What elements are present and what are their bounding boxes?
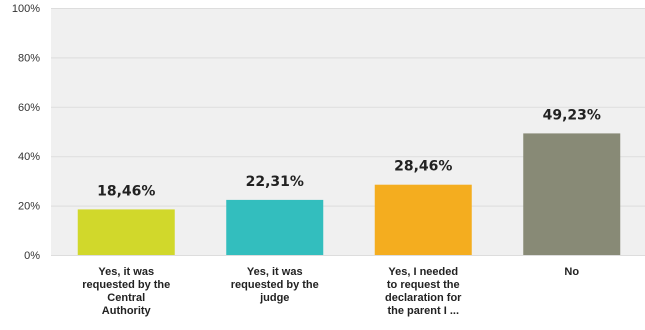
x-tick-label: Yes, it was requested by the Central Author…	[82, 266, 170, 317]
bars	[77, 133, 621, 255]
gridlines	[51, 8, 645, 256]
data-label: 49,23%	[543, 107, 601, 123]
data-label: 28,46%	[394, 159, 452, 175]
data-label: 18,46%	[97, 183, 155, 199]
x-tick-label: Yes, it was requested by the judge	[231, 266, 319, 304]
y-tick-label: 20%	[18, 201, 40, 213]
data-labels: 18,46% 22,31% 28,46% 49,23%	[97, 107, 601, 199]
y-tick-label: 80%	[18, 52, 40, 64]
y-tick-label: 40%	[18, 151, 40, 163]
bar	[523, 133, 621, 255]
y-tick-label: 60%	[18, 102, 40, 114]
bar	[77, 209, 175, 255]
x-tick-label: Yes, I needed to request the declaration f…	[385, 266, 462, 317]
y-tick-label: 100%	[12, 3, 40, 15]
y-axis-ticks: 0% 20% 40% 60% 80% 100%	[12, 3, 40, 262]
y-tick-label: 0%	[24, 250, 40, 262]
bar	[226, 199, 324, 255]
x-axis-labels: Yes, it was requested by the Central Author…	[82, 266, 579, 317]
bar	[374, 184, 472, 255]
x-tick-label: No	[564, 266, 579, 278]
data-label: 22,31%	[246, 174, 304, 190]
